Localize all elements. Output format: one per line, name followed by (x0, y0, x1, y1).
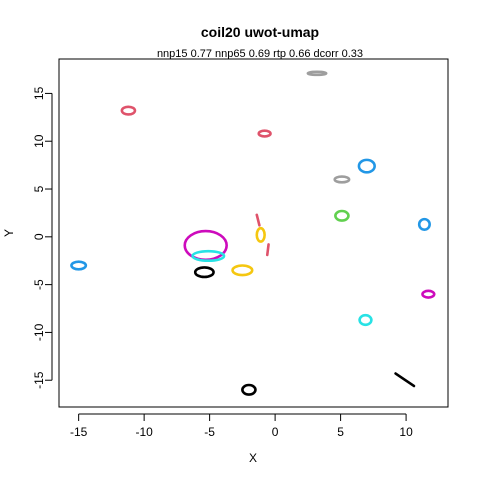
point-cluster-7 (417, 217, 431, 231)
y-tick-label: 10 (32, 134, 46, 148)
point-cluster-11 (231, 264, 254, 277)
y-tick-label: 5 (32, 185, 46, 192)
y-tick-label: 15 (32, 86, 46, 100)
point-cluster-19 (394, 372, 416, 388)
y-tick-label: -15 (32, 371, 46, 389)
plot-frame (58, 58, 449, 408)
x-tick-label: 0 (272, 425, 279, 439)
y-axis-label: Y (2, 229, 16, 237)
x-tick-label: -15 (70, 425, 88, 439)
point-cluster-10 (193, 266, 215, 279)
x-tick-label: 10 (399, 425, 413, 439)
point-cluster-8 (183, 229, 228, 262)
point-cluster-1 (120, 105, 137, 116)
x-tick-label: -10 (135, 425, 153, 439)
chart-title: coil20 uwot-umap (201, 24, 319, 40)
point-cluster-2 (306, 70, 328, 77)
x-axis-label: X (249, 451, 257, 465)
point-cluster-16 (241, 383, 257, 396)
x-tick-label: -5 (204, 425, 215, 439)
x-axis: -15 -10 -5 0 5 10 (70, 413, 413, 439)
point-cluster-15 (358, 313, 373, 327)
point-cluster-13 (70, 260, 88, 271)
point-cluster-14 (421, 289, 436, 299)
y-tick-label: -10 (32, 323, 46, 341)
point-cluster-3 (257, 129, 272, 138)
y-tick-label: 0 (32, 233, 46, 240)
point-cluster-12 (255, 226, 266, 243)
point-cluster-6 (334, 209, 350, 222)
point-cluster-4 (357, 158, 376, 174)
plot-points (70, 70, 436, 396)
point-cluster-17 (255, 213, 261, 227)
y-axis: -15 -10 -5 0 5 10 15 (32, 86, 53, 389)
point-cluster-9 (191, 249, 226, 263)
point-cluster-18 (265, 243, 270, 257)
x-tick-label: 5 (337, 425, 344, 439)
chart-subtitle: nnp15 0.77 nnp65 0.69 rtp 0.66 dcorr 0.3… (157, 48, 363, 60)
y-tick-label: -5 (32, 279, 46, 290)
point-cluster-5 (333, 175, 351, 184)
